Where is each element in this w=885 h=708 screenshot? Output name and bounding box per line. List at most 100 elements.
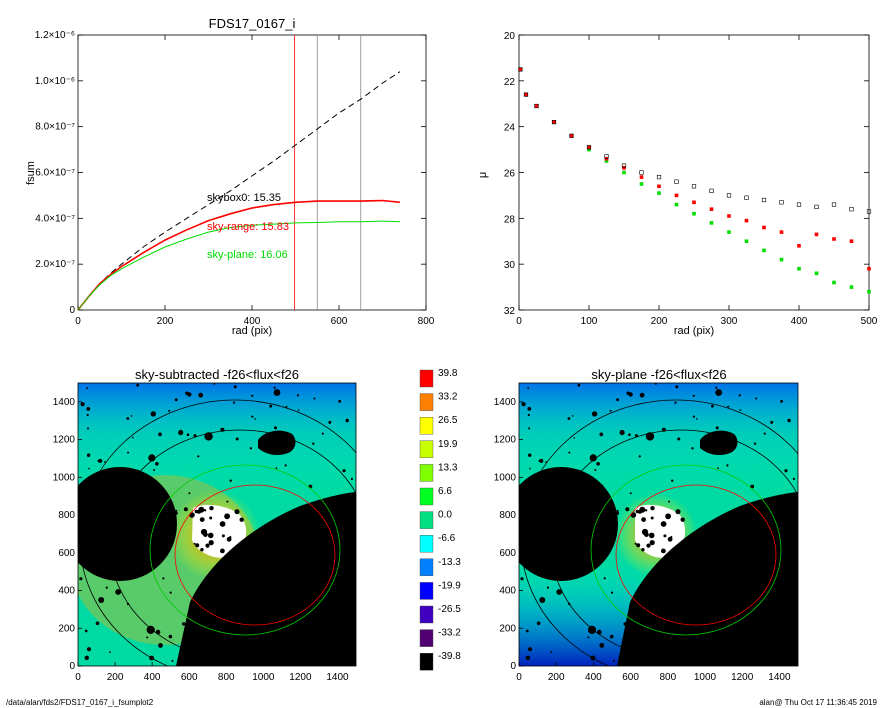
masked-source <box>661 548 666 554</box>
masked-source <box>279 439 283 443</box>
masked-source <box>328 420 332 424</box>
masked-source <box>693 533 701 541</box>
masked-source <box>84 629 88 633</box>
masked-source <box>89 534 92 537</box>
annotation-skybox0: skybox0: 15.35 <box>207 192 281 204</box>
data-point-series-3 <box>727 230 731 234</box>
x-tick-label: 600 <box>181 672 198 683</box>
masked-source <box>222 583 230 591</box>
masked-source <box>137 469 140 472</box>
x-tick-label: 200 <box>548 672 565 683</box>
masked-source <box>158 643 163 648</box>
masked-source <box>527 647 533 652</box>
data-point-series-2 <box>692 200 696 205</box>
data-point-series-3 <box>762 248 766 253</box>
masked-source <box>150 411 156 417</box>
y-tick-label: 4.0×10⁻⁷ <box>35 213 75 224</box>
masked-source <box>95 621 100 626</box>
masked-source <box>780 399 783 403</box>
masked-source <box>247 628 250 630</box>
masked-source <box>178 429 184 436</box>
chart-panel-fsum: FDS17_0167_i 0 200 400 600 800 0 2.0×10⁻⁷ 4.0×1… <box>25 16 435 337</box>
masked-source <box>641 548 645 552</box>
masked-source <box>587 636 590 639</box>
masked-source <box>787 418 791 423</box>
masked-source <box>571 415 574 417</box>
masked-source <box>168 634 173 639</box>
data-point-series-2 <box>832 237 836 241</box>
masked-source <box>753 442 757 445</box>
masked-source <box>641 517 646 522</box>
data-point-series-2 <box>639 175 644 179</box>
series-group-fsum <box>77 71 401 311</box>
y-tick-label: 0 <box>69 661 75 672</box>
masked-source <box>599 432 604 437</box>
masked-source <box>539 458 544 463</box>
masked-source <box>119 543 122 546</box>
masked-source <box>282 567 286 571</box>
masked-source <box>186 433 190 437</box>
masked-source <box>312 442 315 445</box>
x-tick-label: 800 <box>218 672 235 683</box>
x-tick-label: 1000 <box>252 672 275 683</box>
masked-source <box>95 476 102 483</box>
y-tick-label: 30 <box>504 260 516 271</box>
data-point-series-3 <box>674 202 679 207</box>
masked-source <box>703 564 712 573</box>
masked-source <box>739 409 742 411</box>
colorbar-swatch <box>419 369 434 388</box>
masked-source <box>750 572 752 574</box>
masked-source <box>560 574 563 576</box>
y-tick-label: 400 <box>499 586 516 597</box>
masked-source <box>188 492 191 495</box>
masked-source <box>527 413 530 417</box>
data-point-series-1 <box>518 67 523 72</box>
annotation-sky-range: sky-range: 15.83 <box>207 221 289 233</box>
masked-source <box>581 506 583 508</box>
masked-source <box>115 589 121 595</box>
masked-source <box>340 494 344 498</box>
masked-source <box>654 383 657 385</box>
masked-source <box>691 447 694 450</box>
masked-source <box>98 566 104 573</box>
masked-source <box>671 479 674 482</box>
masked-source <box>662 625 666 630</box>
masked-source <box>239 517 244 522</box>
masked-source <box>226 640 229 644</box>
masked-source <box>174 398 178 402</box>
x-tick-label: 1400 <box>768 672 791 683</box>
masked-source <box>587 625 597 635</box>
masked-source <box>158 432 162 437</box>
masked-source <box>130 415 133 417</box>
masked-source <box>127 576 131 580</box>
masked-source <box>253 576 257 579</box>
masked-source <box>594 469 597 471</box>
colorbar-label: 13.3 <box>438 462 458 473</box>
masked-source <box>296 394 299 397</box>
masked-source <box>668 640 671 644</box>
data-point-series-1 <box>639 170 644 175</box>
masked-source <box>646 543 651 548</box>
colorbar-swatch <box>419 605 434 624</box>
x-tick-label: 800 <box>659 672 676 683</box>
masked-source <box>741 658 744 662</box>
axis-ticks-image-2: 0 200 400 600 800 1000 1200 1400 0 200 400 600 800 10… <box>494 397 791 683</box>
x-tick-label: 300 <box>721 316 738 327</box>
masked-source <box>306 554 313 561</box>
masked-source <box>696 418 698 420</box>
masked-source <box>235 437 239 441</box>
masked-source <box>710 547 717 553</box>
footer-path: /data/alan/fds2/FDS17_0167_i_fsumplot2 <box>6 698 154 707</box>
axis-ticks-fsum: 0 200 400 600 800 0 2.0×10⁻⁷ 4.0×10⁻⁷ 6.0×10⁻⁷ 8.… <box>35 30 435 327</box>
masked-source <box>694 576 698 579</box>
data-point-series-1 <box>779 200 784 205</box>
masked-source <box>313 558 319 563</box>
masked-source <box>155 462 159 466</box>
y-tick-label: 1400 <box>53 397 76 408</box>
colorbar-label: 33.2 <box>438 392 458 403</box>
masked-source <box>648 532 655 539</box>
masked-sources <box>520 383 796 662</box>
masked-source <box>525 655 531 660</box>
masked-source <box>680 517 685 522</box>
data-point-series-2 <box>762 225 766 230</box>
